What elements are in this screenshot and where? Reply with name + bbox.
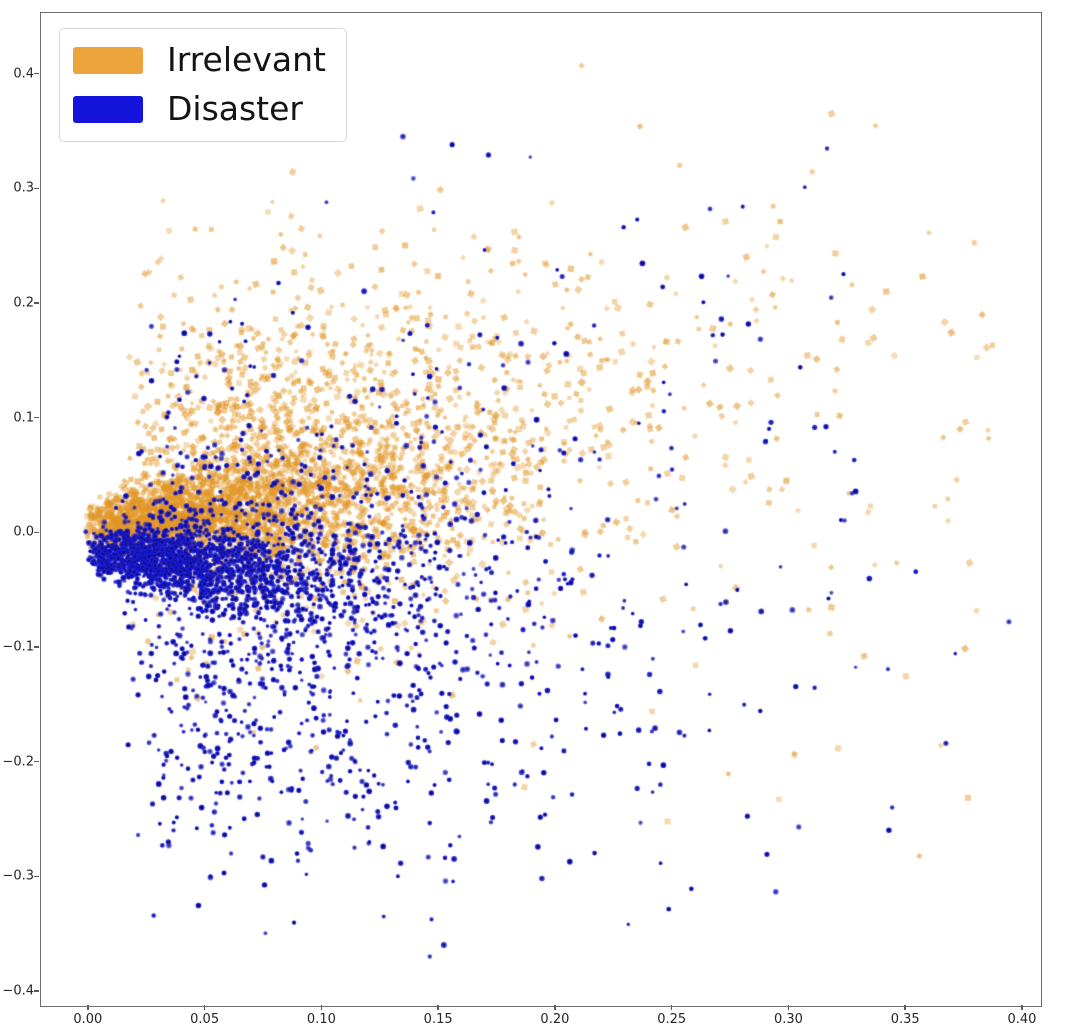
x-tick-label: 0.30: [773, 1012, 803, 1027]
legend-entry-disaster: Disaster: [73, 89, 326, 129]
legend-swatch-disaster-icon: [73, 95, 143, 123]
x-tick-mark: [87, 1005, 89, 1010]
x-tick-mark: [203, 1005, 206, 1010]
y-tick-label: 0.3: [13, 180, 34, 196]
y-tick-label: −0.3: [2, 868, 34, 884]
y-tick-label: −0.1: [2, 639, 34, 655]
y-tick-label: −0.4: [2, 983, 34, 999]
y-tick-mark: [34, 761, 39, 763]
y-tick-mark: [34, 875, 39, 878]
y-tick-label: 0.1: [13, 410, 34, 426]
x-tick-mark: [554, 1005, 556, 1010]
scatter-points-canvas: [41, 13, 1040, 1005]
x-tick-label: 0.25: [657, 1012, 687, 1027]
legend-label-irrelevant: Irrelevant: [167, 40, 326, 79]
y-tick-mark: [34, 646, 39, 648]
plot-area: Irrelevant Disaster: [40, 12, 1042, 1007]
x-tick-label: 0.05: [190, 1012, 220, 1027]
y-tick-label: −0.2: [2, 754, 34, 770]
legend-label-disaster: Disaster: [167, 89, 303, 129]
x-tick-label: 0.40: [1007, 1012, 1037, 1027]
legend: Irrelevant Disaster: [59, 28, 347, 142]
x-tick-mark: [437, 1005, 439, 1010]
x-tick-mark: [1021, 1005, 1023, 1010]
y-tick-mark: [34, 302, 39, 304]
x-tick-label: 0.15: [423, 1012, 453, 1027]
x-tick-label: 0.10: [306, 1012, 336, 1027]
x-tick-mark: [320, 1005, 323, 1010]
x-tick-label: 0.35: [890, 1012, 920, 1027]
y-tick-label: 0.2: [13, 295, 34, 311]
y-tick-mark: [34, 73, 39, 75]
y-tick-mark: [34, 187, 39, 190]
y-tick-label: 0.4: [13, 66, 34, 82]
legend-entry-irrelevant: Irrelevant: [73, 40, 326, 79]
legend-swatch-irrelevant-icon: [73, 46, 143, 74]
y-tick-mark: [34, 990, 39, 992]
y-tick-mark: [34, 417, 39, 419]
x-tick-label: 0.00: [73, 1012, 103, 1027]
y-tick-label: 0.0: [13, 524, 34, 540]
x-tick-mark: [787, 1005, 790, 1010]
y-tick-mark: [34, 531, 39, 534]
x-tick-mark: [670, 1005, 673, 1010]
x-tick-label: 0.20: [540, 1012, 570, 1027]
x-tick-mark: [904, 1005, 906, 1010]
